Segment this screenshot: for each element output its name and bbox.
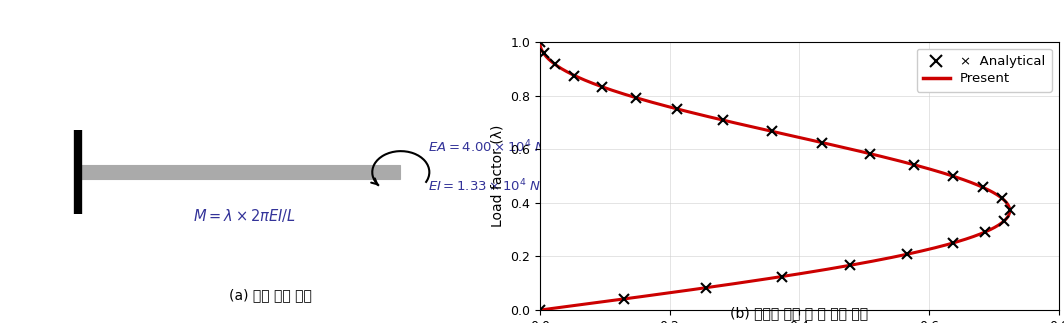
Bar	[78, 165, 400, 180]
Text: $EA = 4.00 \times 10^4$ N: $EA = 4.00 \times 10^4$ N	[429, 139, 547, 156]
Text: (a) 해석 검증 조건: (a) 해석 검증 조건	[229, 288, 312, 302]
Y-axis label: Load factor (λ): Load factor (λ)	[491, 125, 504, 227]
Text: $M = \lambda \times 2\pi EI / L$: $M = \lambda \times 2\pi EI / L$	[193, 207, 296, 224]
Text: $EI = 1.33 \times 10^4$ N-m: $EI = 1.33 \times 10^4$ N-m	[429, 177, 559, 194]
Legend: ×  Analytical, Present: × Analytical, Present	[917, 48, 1052, 92]
Text: (b) 부하율 대비 끝 단 변형 비교: (b) 부하율 대비 끝 단 변형 비교	[730, 306, 868, 320]
